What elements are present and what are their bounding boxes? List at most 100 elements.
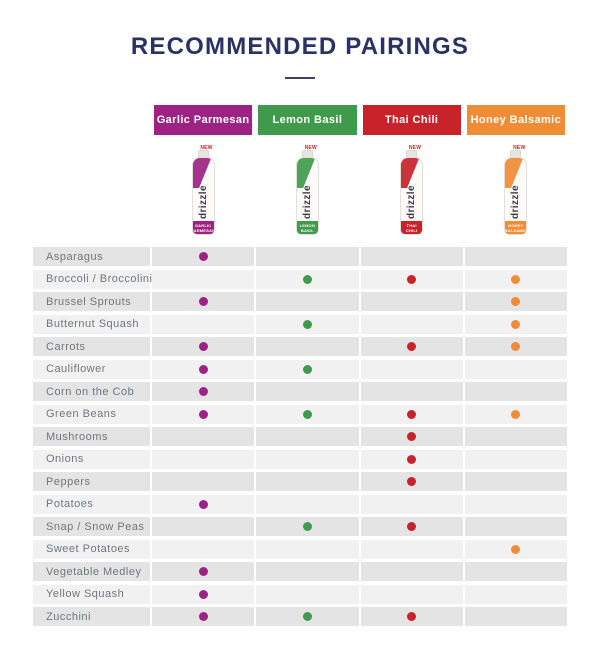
pairing-cell: [360, 404, 463, 424]
pairing-cell: [256, 359, 359, 379]
pairing-cell: [256, 449, 359, 469]
row-label: Mushrooms: [33, 427, 150, 446]
table-row: Potatoes: [33, 494, 567, 514]
pairing-cell: [360, 607, 463, 626]
pairing-dot: [511, 319, 521, 329]
row-label: Carrots: [33, 337, 150, 356]
row-label: Snap / Snow Peas: [33, 517, 150, 536]
pairing-cell: [256, 494, 359, 514]
bottle-body: drizzle Lemon Basil: [295, 157, 319, 235]
bottle-cap-icon: [510, 150, 522, 157]
pairing-dot: [198, 342, 208, 351]
pairing-dot: [511, 409, 521, 419]
pairing-cell: [152, 359, 255, 379]
pairing-cell: [464, 247, 567, 266]
table-row: Onions: [33, 449, 567, 469]
column-header: Garlic Parmesan: [154, 105, 253, 135]
table-row: Carrots: [33, 337, 567, 356]
pairing-cell: [256, 607, 359, 626]
pairing-cell: [256, 247, 359, 266]
pairing-cell: [360, 539, 463, 559]
pairing-dot: [198, 499, 208, 509]
row-label: Onions: [33, 449, 150, 469]
pairing-cell: [464, 584, 567, 604]
title-divider: [285, 77, 315, 79]
pairing-dot: [407, 522, 417, 531]
table-row: Corn on the Cob: [33, 382, 567, 401]
table-row: Butternut Squash: [33, 314, 567, 334]
row-label: Corn on the Cob: [33, 382, 150, 401]
bottle-cell: NEW drizzle Lemon Basil: [256, 135, 358, 247]
pairings-table: Asparagus Broccoli / Broccolini Brussel Sp…: [33, 247, 567, 626]
bottle-brand-logo: drizzle: [301, 185, 313, 220]
table-row: Peppers: [33, 472, 567, 491]
pairing-cell: [360, 337, 463, 356]
pairing-cell: [360, 427, 463, 446]
pairings-grid: Garlic Parmesan Lemon Basil Thai Chili Hone…: [33, 105, 567, 626]
pairing-cell: [256, 404, 359, 424]
row-label: Broccoli / Broccolini: [33, 269, 152, 289]
pairing-dot: [407, 477, 417, 486]
pairing-cell: [152, 494, 255, 514]
pairing-cell: [152, 472, 255, 491]
column-header: Thai Chili: [362, 105, 461, 135]
bottle-body: drizzleGarlic Parmesan: [191, 157, 215, 235]
bottle-body: drizzle Honey Balsamic: [504, 157, 528, 235]
pairing-cell: [360, 517, 463, 536]
pairing-dot: [198, 612, 208, 621]
bottle-label-art: [192, 158, 214, 188]
row-label: Zucchini: [33, 607, 150, 626]
bottle-body: drizzle Thai Chili: [400, 157, 424, 235]
column-header: Lemon Basil: [258, 105, 357, 135]
product-bottle: NEW drizzle Lemon Basil: [295, 145, 319, 237]
pairing-dot: [198, 387, 208, 396]
bottle-cell: NEW drizzle Thai Chili: [361, 135, 463, 247]
pairing-cell: [256, 382, 359, 401]
pairing-cell: [464, 517, 567, 536]
pairing-cell: [464, 382, 567, 401]
pairing-cell: [360, 472, 463, 491]
pairing-cell: [256, 427, 359, 446]
pairing-dot: [198, 252, 208, 261]
bottle-cap-icon: [197, 150, 209, 157]
pairing-dot: [302, 522, 312, 531]
row-label: Vegetable Medley: [33, 562, 150, 581]
bottle-cell: NEW drizzleGarlic Parmesan: [152, 135, 254, 247]
product-bottle: NEW drizzle Honey Balsamic: [504, 145, 528, 237]
bottle-brand-logo: drizzle: [406, 185, 418, 220]
table-row: Vegetable Medley: [33, 562, 567, 581]
pairing-cell: [464, 292, 567, 311]
bottle-cap-icon: [301, 150, 313, 157]
pairing-dot: [511, 544, 521, 554]
product-bottle: NEW drizzle Thai Chili: [400, 145, 424, 237]
bottle-cell: NEW drizzle Honey Balsamic: [465, 135, 567, 247]
pairing-cell: [256, 562, 359, 581]
pairing-cell: [464, 562, 567, 581]
pairing-cell: [464, 607, 567, 626]
pairing-cell: [360, 292, 463, 311]
pairing-cell: [152, 337, 255, 356]
pairing-cell: [256, 314, 359, 334]
pairing-cell: [256, 517, 359, 536]
pairing-dot: [511, 274, 521, 284]
pairing-cell: [360, 314, 463, 334]
bottle-label-art: [505, 158, 527, 188]
flavor-header-row: Garlic Parmesan Lemon Basil Thai Chili Hone…: [33, 105, 567, 135]
pairing-cell: [464, 449, 567, 469]
bottle-cap-icon: [406, 150, 418, 157]
pairing-cell: [360, 359, 463, 379]
pairing-cell: [464, 359, 567, 379]
table-row: Mushrooms: [33, 427, 567, 446]
pairing-dot: [407, 342, 417, 351]
table-row: Brussel Sprouts: [33, 292, 567, 311]
pairing-cell: [152, 314, 255, 334]
pairing-cell: [464, 269, 567, 289]
pairing-cell: [360, 494, 463, 514]
pairing-dot: [407, 432, 417, 441]
pairing-dot: [198, 297, 208, 306]
bottle-brand-logo: drizzle: [510, 185, 522, 220]
pairing-cell: [464, 314, 567, 334]
pairing-dot: [302, 274, 312, 284]
pairing-dot: [198, 364, 208, 374]
